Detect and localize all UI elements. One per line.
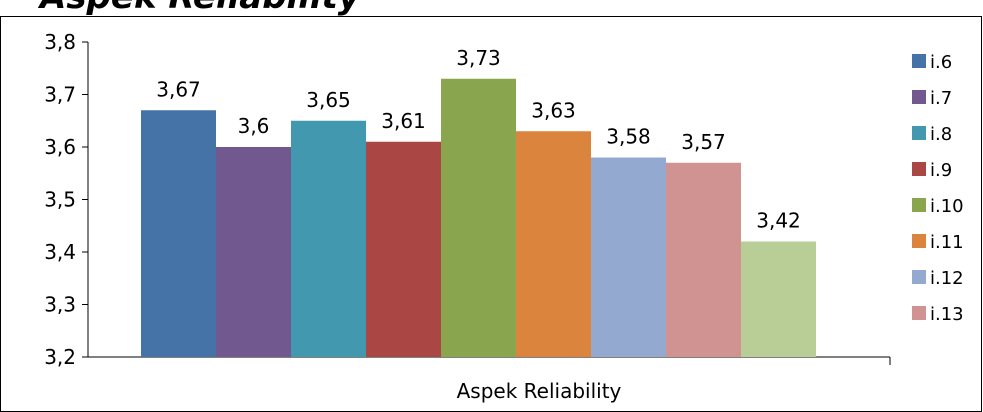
legend-label: i.11 (930, 232, 964, 253)
y-tick-label: 3,8 (44, 30, 76, 54)
x-axis: Aspek Reliability (88, 356, 891, 403)
legend-swatch (912, 126, 926, 140)
legend-swatch (912, 54, 926, 68)
legend-label: i.9 (930, 160, 952, 181)
legend: i.6 i.7 i.8 i.9 i.10 i.11 i.12 i.13 (912, 52, 964, 325)
bar (591, 157, 666, 357)
data-labels: 3,67 3,6 3,65 3,61 3,73 3,63 3,58 3,57 3,42 (156, 46, 801, 233)
bar-series (141, 78, 816, 357)
y-tick-label: 3,6 (44, 135, 76, 159)
x-category-label: Aspek Reliability (457, 379, 622, 403)
data-label: 3,63 (531, 98, 576, 122)
bar (516, 131, 591, 357)
legend-label: i.7 (930, 88, 952, 109)
bar (666, 162, 741, 357)
bar (216, 147, 291, 357)
y-tick-label: 3,5 (44, 188, 76, 212)
legend-swatch (912, 306, 926, 320)
bar (141, 110, 216, 357)
data-label: 3,67 (156, 77, 201, 101)
legend-swatch (912, 162, 926, 176)
y-tick-label: 3,2 (44, 345, 76, 369)
data-label: 3,58 (606, 125, 651, 149)
legend-label: i.12 (930, 268, 964, 289)
chart-title-partial: Aspek Reliability (37, 0, 362, 17)
data-label: 3,57 (681, 130, 726, 154)
bar (441, 78, 516, 357)
legend-swatch (912, 90, 926, 104)
y-axis: 3,2 3,3 3,4 3,5 3,6 3,7 3,8 (44, 30, 89, 369)
legend-swatch (912, 234, 926, 248)
legend-label: i.6 (930, 52, 952, 73)
legend-swatch (912, 198, 926, 212)
y-tick-label: 3,4 (44, 240, 76, 264)
y-tick-label: 3,3 (44, 293, 76, 317)
bar (291, 120, 366, 357)
bar (366, 141, 441, 357)
legend-label: i.8 (930, 124, 952, 145)
data-label: 3,65 (306, 88, 351, 112)
bar (741, 241, 816, 357)
y-tick-label: 3,7 (44, 83, 76, 107)
data-label: 3,61 (381, 109, 426, 133)
legend-swatch (912, 270, 926, 284)
data-label: 3,42 (756, 209, 801, 233)
legend-label: i.10 (930, 196, 964, 217)
data-label: 3,73 (456, 46, 501, 70)
legend-label: i.13 (930, 304, 964, 325)
data-label: 3,6 (238, 114, 270, 138)
